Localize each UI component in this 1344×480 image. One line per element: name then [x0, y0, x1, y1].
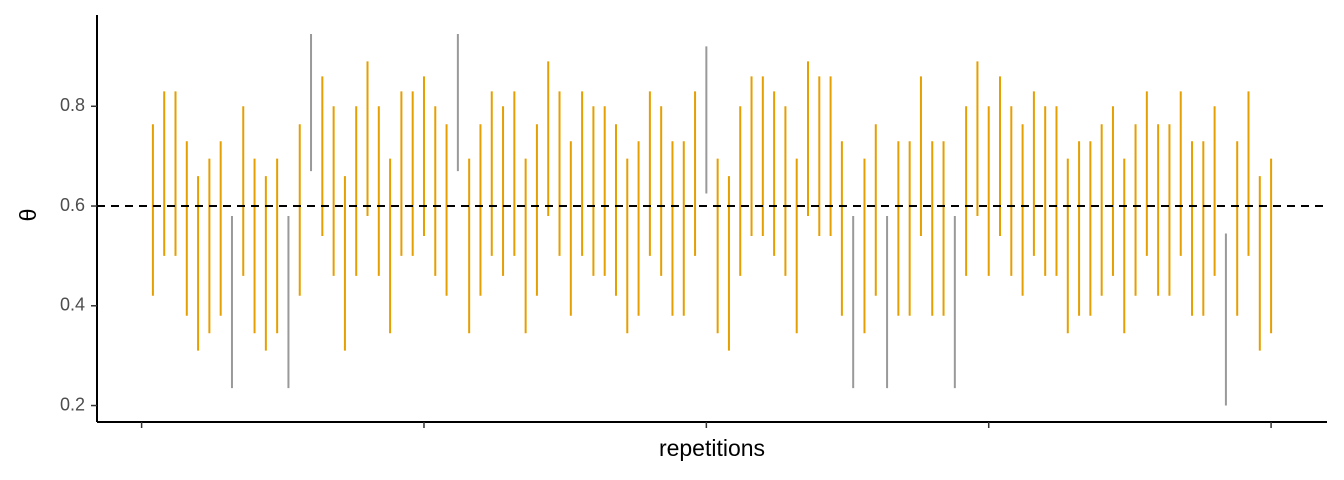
y-tick-label: 0.2: [60, 394, 85, 414]
x-axis-label: repetitions: [659, 435, 765, 461]
y-axis-label: θ: [15, 209, 41, 222]
y-tick-label: 0.8: [60, 95, 85, 115]
y-tick-label: 0.4: [60, 295, 85, 315]
y-tick-label: 0.6: [60, 195, 85, 215]
